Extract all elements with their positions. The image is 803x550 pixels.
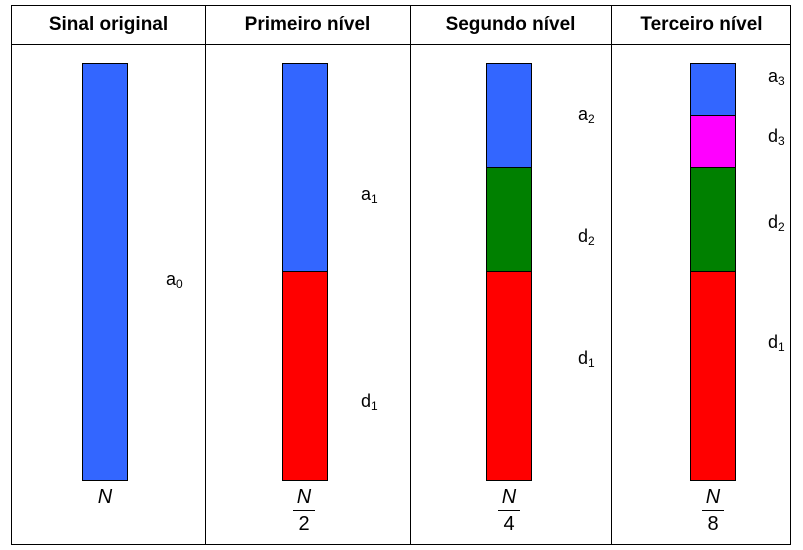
label-d1-level2: d1 [578,348,595,370]
bar-d3-level3 [690,115,736,168]
bar-a3 [690,63,736,116]
label-a1: a1 [361,184,378,206]
length-n: N [97,486,113,508]
bar-d2-level2 [486,167,532,272]
label-d3-level3: d3 [768,126,785,148]
bar-d1-level3 [690,271,736,481]
bar-a1 [282,63,328,272]
column-divider-1 [205,6,206,544]
header-second-level: Segundo nível [445,14,576,35]
label-d2-level3: d2 [768,212,785,234]
column-divider-3 [611,6,612,544]
header-third-level: Terceiro nível [640,14,763,35]
label-a3: a3 [768,66,785,88]
label-d2-level2: d2 [578,226,595,248]
header-first-level: Primeiro nível [244,14,371,35]
label-d1-level3: d1 [768,332,785,354]
bar-a0 [82,63,128,481]
header-divider [12,44,790,45]
header-original-signal: Sinal original [48,14,169,35]
label-d1-level1: d1 [361,391,378,413]
diagram-frame: Sinal original Primeiro nível Segundo ní… [11,5,791,545]
bar-a2 [486,63,532,168]
column-divider-2 [410,6,411,544]
label-a2: a2 [578,104,595,126]
bar-d2-level3 [690,167,736,272]
bar-d1-level1 [282,271,328,481]
bar-d1-level2 [486,271,532,481]
label-a0: a0 [166,269,183,291]
